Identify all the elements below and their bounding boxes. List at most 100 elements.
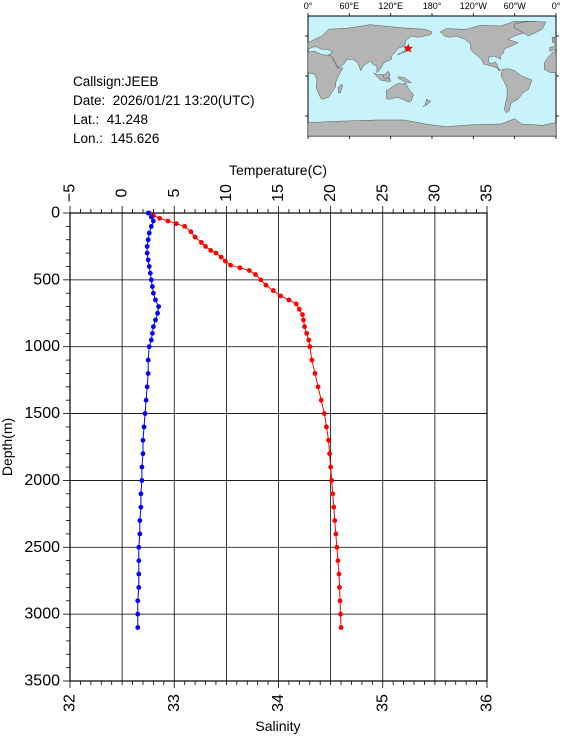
data-point (156, 304, 162, 309)
depth-tick-label: 3000 (24, 606, 60, 623)
data-point (135, 598, 141, 604)
chart-grid (70, 213, 487, 681)
data-point (218, 254, 224, 260)
data-point (203, 244, 208, 249)
data-point (326, 437, 331, 443)
data-point (148, 277, 154, 283)
data-point (301, 317, 306, 323)
station-marker (403, 43, 414, 53)
station-star (403, 43, 414, 53)
station-info: Callsign:JEEB Date: 2026/01/21 13:20(UTC… (73, 72, 255, 148)
data-point (213, 250, 219, 256)
map-longitude-label: 60°W (504, 1, 527, 11)
data-point (332, 518, 338, 523)
data-point (137, 531, 143, 537)
data-point (337, 598, 343, 604)
data-point (140, 451, 146, 457)
data-point (315, 384, 321, 390)
data-point (338, 625, 344, 630)
land-shape (422, 99, 431, 107)
callsign-text: Callsign:JEEB (73, 74, 159, 89)
temperature-tick-label: 10 (218, 184, 235, 202)
salinity-tick-labels: 32 33 34 35 36 (62, 694, 496, 712)
data-point (136, 585, 142, 590)
data-point (333, 531, 339, 537)
data-point (327, 451, 332, 457)
data-point (334, 544, 340, 550)
data-point (149, 330, 155, 336)
map-longitude-labels: 0° 60°E 120°E 180° 120°W 60°W 0° (304, 1, 561, 11)
data-point (145, 210, 151, 216)
data-point (142, 411, 148, 416)
data-point (328, 464, 334, 470)
land-shape (338, 83, 343, 93)
data-point (155, 310, 160, 316)
data-point (143, 397, 149, 403)
data-point (157, 215, 163, 221)
data-point (147, 270, 153, 276)
data-point (144, 384, 150, 390)
data-point (148, 337, 154, 343)
data-point (228, 262, 233, 268)
depth-tick-label: 1000 (24, 338, 60, 355)
data-point (222, 258, 228, 264)
land-shape (500, 68, 533, 113)
temperature-tick-labels: −5 0 5 10 15 20 25 30 35 (62, 184, 496, 202)
depth-tick-labels: 0 500 1000 1500 2000 2500 3000 3500 (24, 205, 60, 690)
data-point (246, 268, 252, 273)
date-text: Date: 2026/01/21 13:20(UTC) (73, 93, 255, 108)
data-point (278, 293, 283, 299)
data-point (324, 424, 329, 430)
data-point (306, 337, 312, 343)
data-point (146, 230, 152, 236)
temperature-tick-label: −5 (62, 184, 79, 202)
data-point (136, 544, 142, 550)
data-point (338, 611, 343, 617)
temperature-series (146, 210, 344, 630)
data-point (263, 282, 269, 288)
land-shape (307, 51, 344, 100)
data-point (296, 306, 302, 312)
data-point (148, 223, 154, 229)
land-shape (551, 37, 555, 44)
data-point (146, 264, 152, 269)
land-shape (307, 118, 557, 137)
land-shape (382, 70, 391, 79)
data-point (173, 221, 179, 227)
temperature-tick-label: 25 (374, 184, 391, 202)
data-point (145, 237, 151, 243)
map-longitude-label: 120°E (378, 1, 403, 11)
land-shape (373, 72, 391, 82)
data-point (304, 330, 310, 336)
data-point (188, 229, 194, 235)
data-point (135, 625, 141, 630)
data-point (145, 371, 151, 376)
map-longitude-label: 120°W (460, 1, 488, 11)
plot-frame (69, 212, 488, 682)
data-point (153, 297, 158, 303)
data-point (136, 571, 142, 577)
data-point (165, 218, 171, 224)
data-point (286, 297, 292, 303)
map-graticule (305, 13, 559, 139)
temperature-tick-label: 20 (322, 184, 339, 202)
data-point (208, 248, 214, 253)
series-line (148, 212, 342, 628)
data-point (192, 234, 198, 240)
chart-series (135, 210, 344, 630)
salinity-series (135, 210, 162, 630)
data-point (144, 244, 150, 249)
land-shape (397, 76, 413, 83)
data-point (321, 411, 327, 416)
depth-tick-label: 2500 (24, 539, 60, 556)
depth-tick-label: 500 (33, 271, 60, 288)
data-point (300, 312, 305, 318)
salinity-tick-label: 34 (270, 694, 287, 712)
map-longitude-label: 0° (552, 1, 561, 11)
data-point (138, 504, 144, 510)
data-point (145, 257, 151, 263)
data-point (307, 344, 313, 350)
data-point (148, 214, 154, 220)
